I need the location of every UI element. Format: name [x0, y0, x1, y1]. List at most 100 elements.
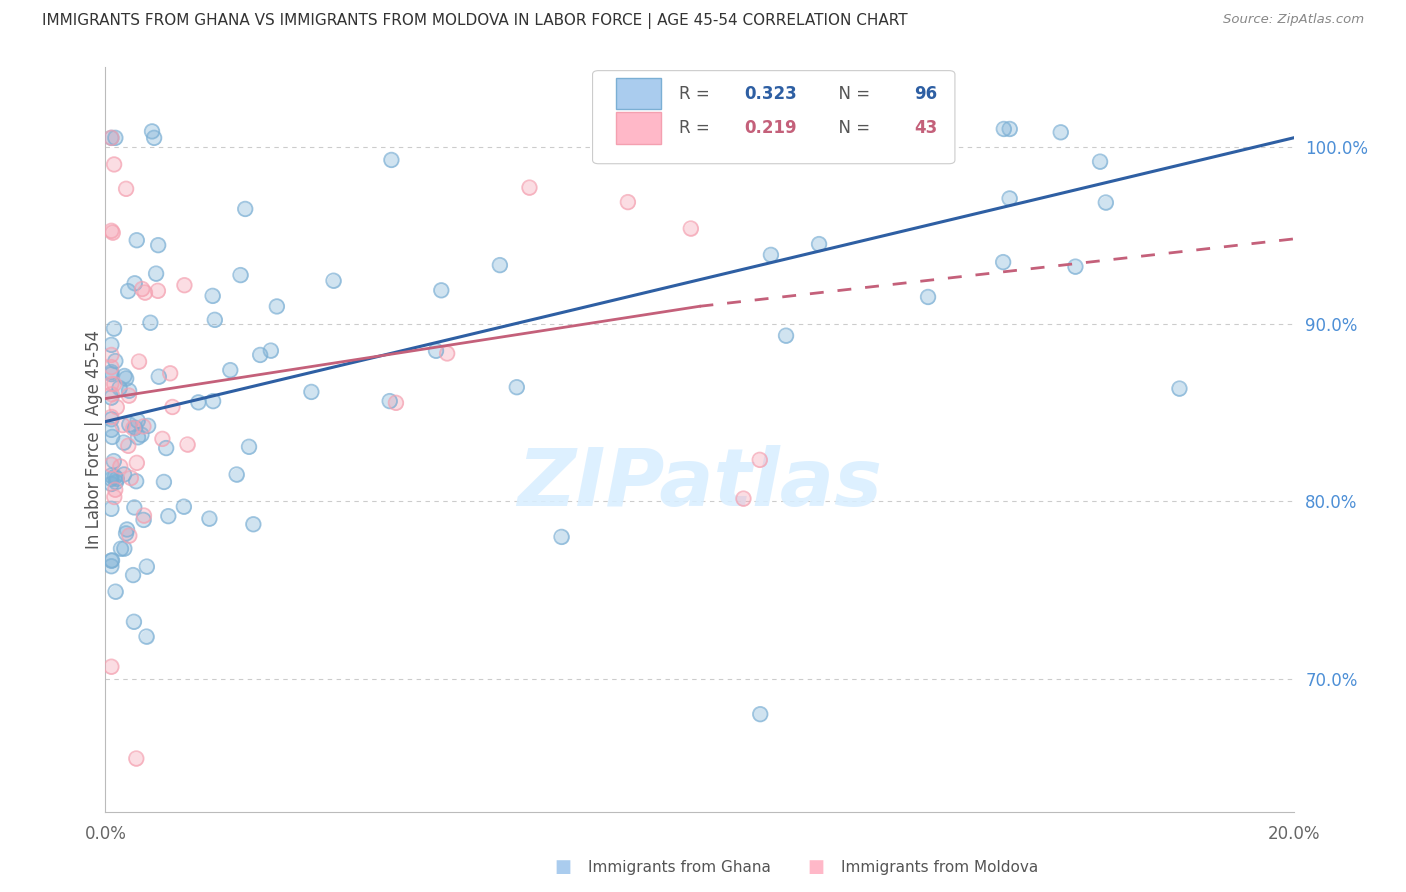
Text: ■: ■	[807, 858, 824, 876]
Point	[104, 131, 127, 145]
Point	[155, 441, 177, 455]
Point	[112, 467, 135, 482]
Point	[115, 526, 138, 541]
Point	[111, 418, 134, 433]
Point	[131, 427, 153, 442]
Point	[100, 559, 122, 574]
Point	[617, 195, 640, 210]
Point	[1168, 382, 1191, 396]
Point	[100, 659, 122, 673]
Point	[127, 414, 149, 428]
Point	[100, 472, 122, 486]
Point	[105, 475, 128, 489]
Point	[808, 237, 831, 252]
Point	[430, 283, 453, 297]
Point	[122, 615, 145, 629]
Point	[100, 554, 122, 568]
Point	[132, 419, 155, 434]
Point	[112, 435, 135, 450]
Point	[1088, 154, 1111, 169]
Point	[125, 233, 148, 247]
Point	[122, 568, 145, 582]
Point	[322, 274, 344, 288]
Point	[759, 248, 782, 262]
Point	[118, 417, 141, 432]
Point	[124, 420, 146, 434]
Point	[124, 277, 146, 291]
Point	[100, 477, 122, 491]
FancyBboxPatch shape	[592, 70, 955, 164]
Point	[153, 475, 176, 489]
Point	[100, 338, 122, 352]
Point	[991, 255, 1014, 269]
Point	[112, 541, 135, 556]
Point	[135, 559, 157, 574]
Point	[425, 343, 447, 358]
Point	[748, 453, 770, 467]
Point	[125, 475, 148, 489]
Point	[380, 153, 402, 167]
Point	[100, 338, 122, 352]
Point	[141, 124, 163, 138]
Point	[117, 439, 139, 453]
Point	[162, 400, 184, 414]
Point	[100, 387, 122, 401]
Point	[506, 380, 529, 394]
Point	[436, 346, 458, 360]
Point	[1049, 125, 1071, 139]
Point	[506, 380, 529, 394]
Point	[229, 268, 252, 282]
Point	[127, 414, 149, 428]
Text: R =: R =	[679, 119, 716, 137]
Point	[104, 470, 127, 484]
Point	[122, 568, 145, 582]
Point	[125, 456, 148, 470]
Text: 43: 43	[914, 119, 938, 137]
Point	[162, 400, 184, 414]
Point	[134, 285, 156, 300]
Point	[100, 423, 122, 437]
Point	[103, 157, 125, 171]
Point	[103, 377, 125, 392]
Point	[385, 396, 408, 410]
Point	[132, 508, 155, 523]
Point	[100, 376, 122, 391]
Point	[134, 285, 156, 300]
Point	[100, 458, 122, 472]
Point	[132, 508, 155, 523]
Point	[100, 348, 122, 362]
Point	[100, 131, 122, 145]
Point	[489, 258, 512, 272]
Point	[998, 191, 1021, 205]
Point	[733, 491, 755, 506]
Point	[808, 237, 831, 252]
Point	[991, 255, 1014, 269]
Point	[117, 439, 139, 453]
Point	[201, 289, 224, 303]
Point	[105, 475, 128, 489]
Point	[104, 354, 127, 368]
Point	[425, 343, 447, 358]
Point	[299, 384, 322, 399]
Point	[266, 300, 288, 314]
Point	[204, 313, 226, 327]
Point	[124, 500, 146, 515]
Text: 0.219: 0.219	[745, 119, 797, 137]
Point	[104, 584, 127, 599]
Point	[260, 343, 283, 358]
Point	[118, 389, 141, 403]
Point	[198, 511, 221, 525]
Point	[219, 363, 242, 377]
Point	[120, 471, 142, 485]
Point	[1168, 382, 1191, 396]
Point	[299, 384, 322, 399]
Point	[150, 432, 173, 446]
Point	[135, 630, 157, 644]
Point	[150, 432, 173, 446]
Point	[105, 400, 128, 414]
Point	[176, 437, 198, 451]
Point	[125, 233, 148, 247]
Point	[173, 278, 195, 293]
Text: 96: 96	[914, 85, 938, 103]
Point	[115, 526, 138, 541]
